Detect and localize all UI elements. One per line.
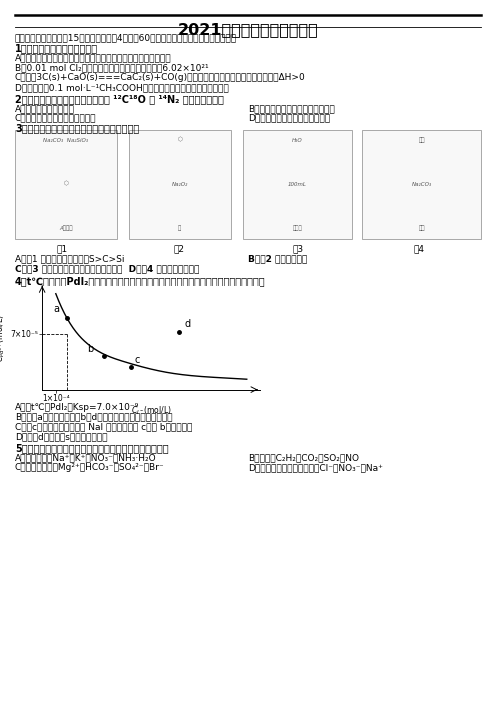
Text: 3．下列各图示实验设计和操作合理的是（　）: 3．下列各图示实验设计和操作合理的是（ ） <box>15 124 139 133</box>
Text: 图1: 图1 <box>57 244 67 253</box>
Text: 稀硫酸: 稀硫酸 <box>293 225 303 231</box>
Bar <box>15 130 117 239</box>
Text: C．反应3C(s)+CaO(s)===CaC₂(s)+CO(g)在常温下不能自发进行，说明该反应的ΔH>0: C．反应3C(s)+CaO(s)===CaC₂(s)+CO(g)在常温下不能自发… <box>15 73 306 82</box>
Text: A．银氨溶液：Na⁺、K⁺、NO₃⁻、NH₃·H₂O: A．银氨溶液：Na⁺、K⁺、NO₃⁻、NH₃·H₂O <box>15 453 157 463</box>
Text: 100mL: 100mL <box>288 182 307 187</box>
Text: 2．下列关于同温同压下的两种气体 ¹²C¹⁸O 和 ¹⁴N₂ 的判断正确的是: 2．下列关于同温同压下的两种气体 ¹²C¹⁸O 和 ¹⁴N₂ 的判断正确的是 <box>15 94 224 104</box>
Text: 水: 水 <box>178 225 182 231</box>
Text: C．氯化铝溶液：Mg²⁺、HCO₃⁻、SO₄²⁻、Br⁻: C．氯化铝溶液：Mg²⁺、HCO₃⁻、SO₄²⁻、Br⁻ <box>15 463 165 472</box>
Text: C．体积相等时具有的电子数相等: C．体积相等时具有的电子数相等 <box>15 114 96 123</box>
Text: ⬡: ⬡ <box>178 138 182 143</box>
Text: B．原子数相等时具有的中子数相等: B．原子数相等时具有的中子数相等 <box>248 104 335 113</box>
Text: 1．下列说法正确的是（　　）: 1．下列说法正确的是（ ） <box>15 44 98 53</box>
Text: c: c <box>135 355 140 365</box>
Text: Na₂CO₃  Na₂SiO₃: Na₂CO₃ Na₂SiO₃ <box>43 138 88 143</box>
Text: Na₂O₂: Na₂O₂ <box>172 182 188 187</box>
Text: C．图3 配制一定物质的量浓度的硫酸溶液  D．图4 制备少量乙酸丁酯: C．图3 配制一定物质的量浓度的硫酸溶液 D．图4 制备少量乙酸丁酯 <box>15 264 199 273</box>
Text: A．体积相等时密度相等: A．体积相等时密度相等 <box>15 104 75 113</box>
Text: A稀硫酸: A稀硫酸 <box>59 225 72 231</box>
Text: H₂O: H₂O <box>292 138 303 143</box>
Text: 图2: 图2 <box>173 244 184 253</box>
Text: 5．下列分子或离子在指定的分散系中能大量共存的一组是: 5．下列分子或离子在指定的分散系中能大量共存的一组是 <box>15 444 169 453</box>
X-axis label: $C_{I^-}$(mol/L): $C_{I^-}$(mol/L) <box>131 404 172 417</box>
Text: A．图1 证明非金属性强弱：S>C>Si: A．图1 证明非金属性强弱：S>C>Si <box>15 254 124 263</box>
Bar <box>362 130 481 239</box>
Y-axis label: $C_{Pd^{2+}}$(mol/L): $C_{Pd^{2+}}$(mol/L) <box>0 314 7 362</box>
Text: Na₂CO₃: Na₂CO₃ <box>412 182 432 187</box>
Text: 一、单选题（本题包括15个小题，每小题4分，共60分．每小题只有一个选项符合题意）: 一、单选题（本题包括15个小题，每小题4分，共60分．每小题只有一个选项符合题意… <box>15 34 237 43</box>
Text: B．空气：C₂H₂、CO₂、SO₂、NO: B．空气：C₂H₂、CO₂、SO₂、NO <box>248 453 359 463</box>
Text: a: a <box>53 304 59 314</box>
Bar <box>243 130 352 239</box>
Text: A．铁表面镀铜时，将铁与电源的正极相连、铜与电源的负极相连: A．铁表面镀铜时，将铁与电源的正极相连、铜与电源的负极相连 <box>15 53 172 62</box>
Text: 图4: 图4 <box>414 244 425 253</box>
Text: D．加水稀释0.1 mol·L⁻¹CH₃COOH溶液，溶液中所有离子的浓度均减小: D．加水稀释0.1 mol·L⁻¹CH₃COOH溶液，溶液中所有离子的浓度均减小 <box>15 83 229 92</box>
Text: D．使甲基橙显红色的溶液：Cl⁻、NO₃⁻、Na⁺: D．使甲基橙显红色的溶液：Cl⁻、NO₃⁻、Na⁺ <box>248 463 383 472</box>
Text: b: b <box>87 344 93 354</box>
Text: 溶液: 溶液 <box>418 138 425 143</box>
Text: d: d <box>184 319 190 329</box>
Text: B．图中a点是饱和溶液，b、d两点对应的溶液都是不饱和溶液: B．图中a点是饱和溶液，b、d两点对应的溶液都是不饱和溶液 <box>15 413 173 422</box>
Text: D．质量相等时具有的质子数相等: D．质量相等时具有的质子数相等 <box>248 114 330 123</box>
Text: 图3: 图3 <box>292 244 303 253</box>
Text: 回流: 回流 <box>418 225 425 231</box>
Text: A．在t℃时PdI₂的Ksp=7.0×10⁻⁹: A．在t℃时PdI₂的Ksp=7.0×10⁻⁹ <box>15 403 139 412</box>
Text: B．0.01 mol Cl₂通入足量水中，转移电子的数目为6.02×10²¹: B．0.01 mol Cl₂通入足量水中，转移电子的数目为6.02×10²¹ <box>15 63 208 72</box>
Text: 4．t℃时，已知PdI₂在水中的沉淀溶解平衡曲线如图所示，下列说法正确的是（　　　）: 4．t℃时，已知PdI₂在水中的沉淀溶解平衡曲线如图所示，下列说法正确的是（ ） <box>15 276 265 286</box>
Text: 2021届新高考化学模拟试卷: 2021届新高考化学模拟试卷 <box>178 22 318 37</box>
Text: B．图2 制备少量氧气: B．图2 制备少量氧气 <box>248 254 307 263</box>
Text: C．向c点的溶液中加入少量 NaI 固体，溶液由 c点向 b点方向移动: C．向c点的溶液中加入少量 NaI 固体，溶液由 c点向 b点方向移动 <box>15 423 192 432</box>
Bar <box>129 130 231 239</box>
Text: ⬡: ⬡ <box>63 182 68 187</box>
Text: D．要使d点移动到s点可以降低温度: D．要使d点移动到s点可以降低温度 <box>15 432 107 442</box>
